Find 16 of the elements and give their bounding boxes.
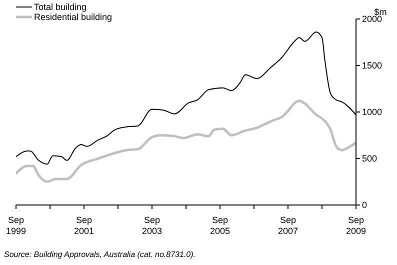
x-tick-label: Sep 2005	[210, 215, 230, 236]
y-tick-label: 500	[362, 154, 378, 164]
source-note: Source: Building Approvals, Australia (cat. no.8731.0).	[4, 250, 196, 259]
x-tick-label: Sep 2007	[278, 215, 298, 236]
legend-label: Total building	[34, 2, 87, 12]
line-series	[16, 100, 356, 183]
y-tick-label: 0	[362, 200, 368, 210]
y-tick-label: 1000	[362, 107, 382, 118]
x-tick-label: Sep 1999	[6, 215, 26, 236]
y-axis-title: $m	[374, 7, 387, 17]
y-tick-label: 2000	[362, 14, 382, 24]
legend-label: Residential building	[34, 12, 112, 22]
x-tick-label: Sep 2003	[142, 215, 162, 236]
x-tick-label: Sep 2001	[74, 215, 94, 236]
y-tick-label: 1500	[362, 60, 382, 71]
x-tick-label: Sep 2009	[346, 215, 366, 236]
